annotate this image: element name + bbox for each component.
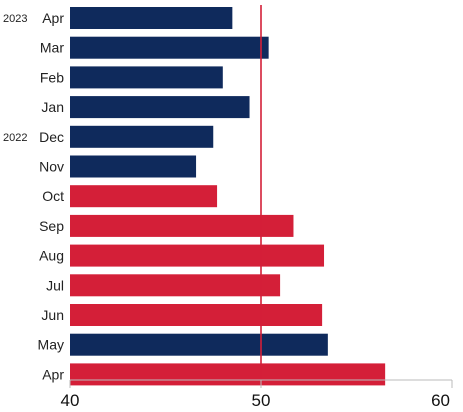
bar-3 (70, 96, 250, 119)
bar-1 (70, 36, 269, 59)
bar-10 (70, 304, 323, 326)
bar-12 (70, 363, 386, 386)
bar-8 (70, 244, 325, 267)
category-label-8: Aug (39, 248, 64, 264)
year-label-0: 2023 (3, 13, 27, 25)
bar-0 (70, 7, 233, 29)
category-label-3: Jan (41, 99, 64, 115)
x-tick-label-1: 50 (252, 391, 271, 410)
category-label-10: Jun (41, 307, 64, 323)
x-tick-label-0: 40 (61, 391, 80, 410)
bars-layer (70, 7, 386, 386)
bar-5 (70, 155, 197, 178)
category-label-11: May (38, 337, 64, 353)
category-label-5: Nov (39, 159, 64, 175)
category-label-0: Apr (42, 10, 64, 26)
year-label-1: 2022 (3, 132, 27, 144)
bar-6 (70, 185, 218, 208)
bar-9 (70, 274, 281, 297)
bar-2 (70, 66, 223, 89)
bar-7 (70, 214, 294, 237)
category-label-7: Sep (39, 218, 64, 234)
category-label-12: Apr (42, 366, 64, 382)
category-label-2: Feb (40, 69, 64, 85)
bar-4 (70, 125, 214, 148)
category-label-9: Jul (46, 277, 64, 293)
bar-11 (70, 333, 328, 356)
category-label-6: Oct (42, 188, 64, 204)
category-label-1: Mar (40, 40, 64, 56)
category-label-4: Dec (39, 129, 64, 145)
x-tick-label-2: 60 (431, 391, 450, 410)
category-labels-layer: Apr Mar Feb Jan Dec Nov Oct Sep Aug Jul Jun May Apr 2… (3, 10, 64, 382)
x-axis: 40 50 60 (61, 379, 453, 410)
